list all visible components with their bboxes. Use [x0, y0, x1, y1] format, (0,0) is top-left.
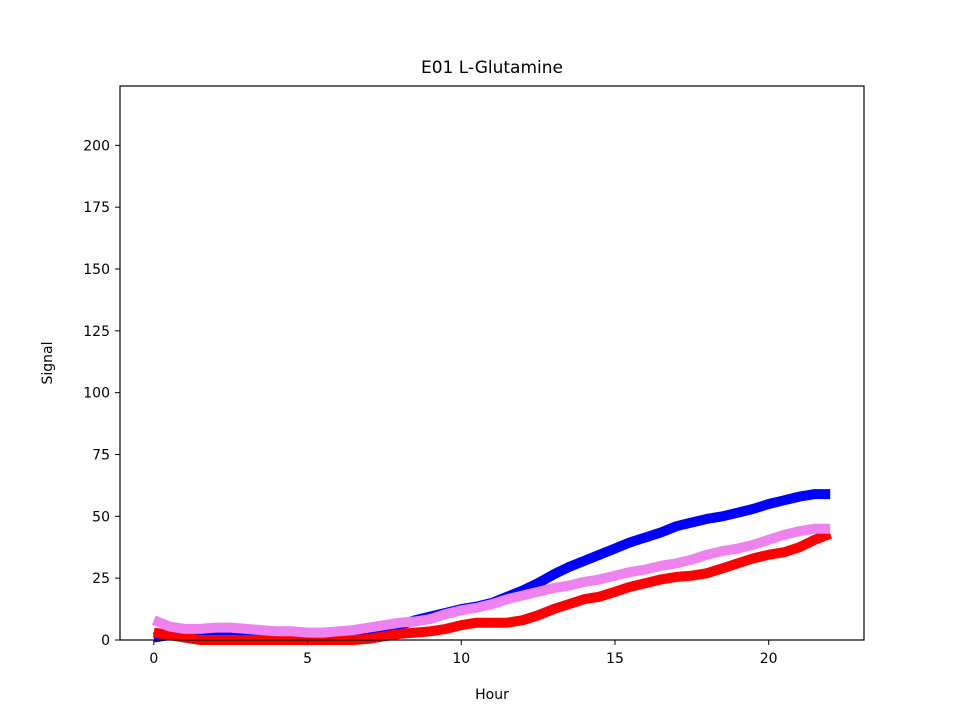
x-tick-label: 15	[606, 651, 624, 667]
x-tick-label: 0	[149, 651, 158, 667]
x-tick-label: 20	[760, 651, 778, 667]
y-tick-label: 25	[92, 571, 110, 587]
y-tick-label: 0	[101, 633, 110, 649]
y-tick-label: 200	[83, 138, 110, 154]
y-tick-label: 100	[83, 386, 110, 402]
plot-frame	[119, 85, 865, 641]
y-axis-label: Signal	[40, 341, 56, 384]
y-tick-label: 125	[83, 324, 110, 340]
y-tick-label: 175	[83, 200, 110, 216]
x-tick-label: 10	[452, 651, 470, 667]
y-tick-label: 75	[92, 448, 110, 464]
x-tick-label: 5	[303, 651, 312, 667]
y-tick-label: 150	[83, 262, 110, 278]
x-axis-label: Hour	[475, 687, 509, 703]
y-tick-label: 50	[92, 509, 110, 525]
chart-title: E01 L-Glutamine	[421, 58, 563, 78]
series-line-3	[151, 523, 831, 638]
